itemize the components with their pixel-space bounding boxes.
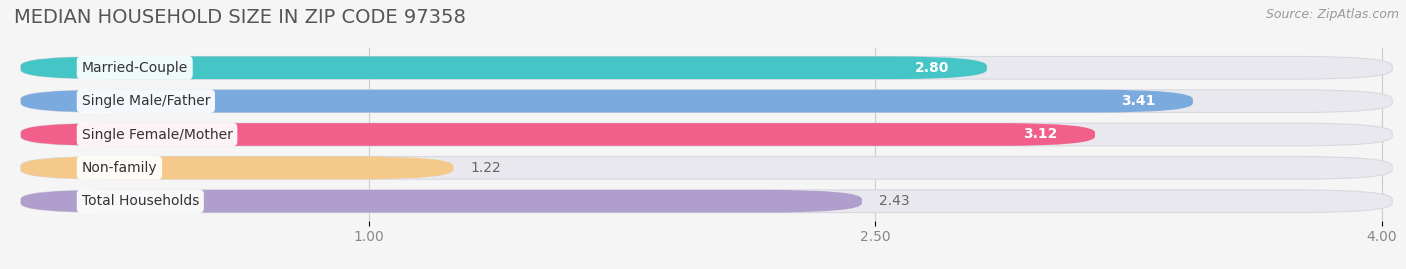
FancyBboxPatch shape (21, 123, 1095, 146)
Text: MEDIAN HOUSEHOLD SIZE IN ZIP CODE 97358: MEDIAN HOUSEHOLD SIZE IN ZIP CODE 97358 (14, 8, 465, 27)
Text: 2.80: 2.80 (915, 61, 949, 75)
Text: 3.41: 3.41 (1122, 94, 1156, 108)
Text: Source: ZipAtlas.com: Source: ZipAtlas.com (1265, 8, 1399, 21)
Text: 2.43: 2.43 (879, 194, 910, 208)
Text: Married-Couple: Married-Couple (82, 61, 188, 75)
FancyBboxPatch shape (21, 56, 1392, 79)
FancyBboxPatch shape (21, 90, 1392, 112)
Text: Non-family: Non-family (82, 161, 157, 175)
FancyBboxPatch shape (21, 190, 1392, 213)
Text: Single Female/Mother: Single Female/Mother (82, 128, 232, 141)
FancyBboxPatch shape (21, 90, 1192, 112)
FancyBboxPatch shape (21, 123, 1392, 146)
FancyBboxPatch shape (21, 157, 1392, 179)
Text: Total Households: Total Households (82, 194, 200, 208)
Text: Single Male/Father: Single Male/Father (82, 94, 209, 108)
FancyBboxPatch shape (21, 56, 987, 79)
Text: 1.22: 1.22 (470, 161, 501, 175)
FancyBboxPatch shape (21, 157, 453, 179)
Text: 3.12: 3.12 (1024, 128, 1057, 141)
FancyBboxPatch shape (21, 190, 862, 213)
